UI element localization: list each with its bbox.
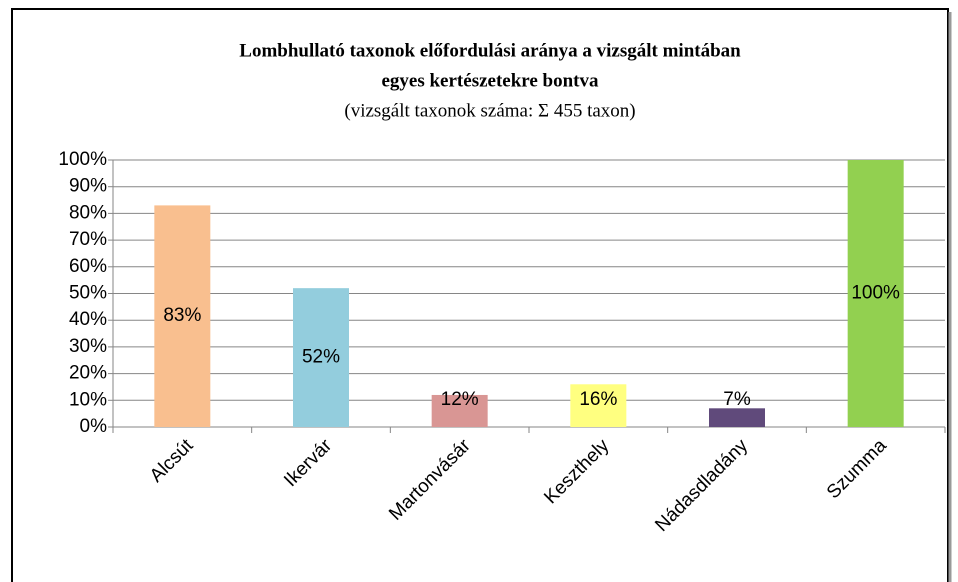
bar xyxy=(154,205,211,427)
y-tick-label: 70% xyxy=(69,229,107,250)
bar xyxy=(847,160,904,427)
chart-frame xyxy=(11,8,949,582)
bar xyxy=(709,408,765,427)
data-label: 12% xyxy=(441,389,479,410)
chart-title: egyes kertészetekre bontva xyxy=(381,70,599,91)
data-label: 52% xyxy=(302,347,340,368)
y-tick-label: 50% xyxy=(69,283,107,304)
y-tick-label: 80% xyxy=(69,202,107,223)
bar xyxy=(431,394,488,427)
y-tick-label: 60% xyxy=(69,256,107,277)
bar xyxy=(293,288,349,427)
y-tick-label: 10% xyxy=(69,389,107,410)
data-label: 83% xyxy=(163,305,201,326)
data-label: 7% xyxy=(723,389,751,410)
bar xyxy=(570,384,627,427)
y-tick-label: 40% xyxy=(69,309,107,330)
y-tick-label: 0% xyxy=(80,416,108,437)
y-tick-label: 30% xyxy=(69,336,107,357)
y-tick-label: 90% xyxy=(69,176,107,197)
data-label: 100% xyxy=(851,283,900,304)
data-label: 16% xyxy=(579,389,617,410)
y-tick-label: 20% xyxy=(69,363,107,384)
y-tick-label: 100% xyxy=(58,149,107,170)
chart-title: Lombhullató taxonok előfordulási aránya … xyxy=(239,40,741,61)
chart-subtitle: (vizsgált taxonok száma: Σ 455 taxon) xyxy=(344,100,635,121)
